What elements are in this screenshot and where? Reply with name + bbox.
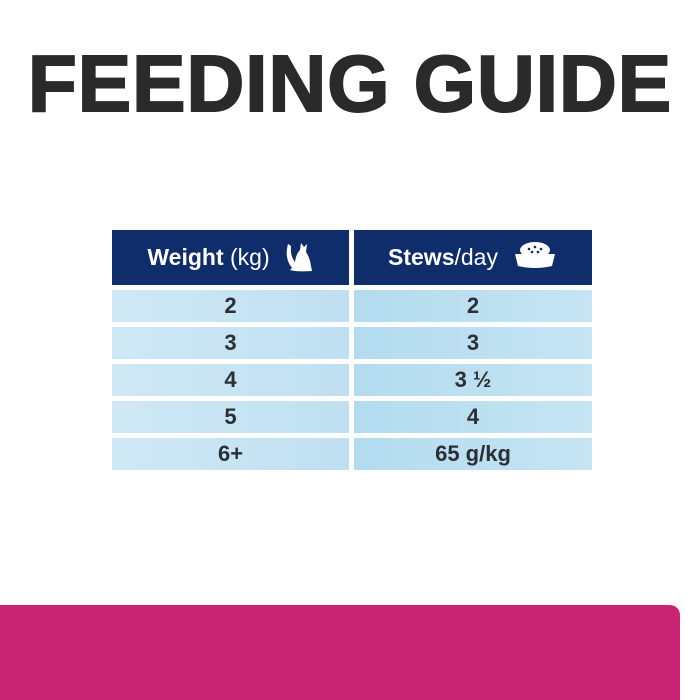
weight-cell: 3 <box>112 327 349 359</box>
weight-header-unit: (kg) <box>223 244 270 270</box>
stews-cell: 4 <box>354 401 592 433</box>
stews-header: Stews/day <box>354 230 592 285</box>
stews-cell: 2 <box>354 290 592 322</box>
weight-cell: 2 <box>112 290 349 322</box>
weight-header: Weight (kg) <box>112 230 349 285</box>
page-title: FEEDING GUIDE <box>27 38 673 129</box>
weight-header-label: Weight <box>147 244 224 270</box>
stews-header-unit: /day <box>454 244 498 270</box>
stews-cell: 3 <box>354 327 592 359</box>
accent-bar <box>0 605 680 700</box>
weight-cell: 5 <box>112 401 349 433</box>
stews-header-label: Stews <box>388 244 455 270</box>
weight-column: Weight (kg) 2 3 4 5 6+ <box>112 230 349 470</box>
stews-column: Stews/day 2 3 3 ½ 4 65 g/kg <box>354 230 592 470</box>
stews-cell: 3 ½ <box>354 364 592 396</box>
food-bowl-icon <box>512 240 558 276</box>
weight-cell: 4 <box>112 364 349 396</box>
cat-icon <box>284 238 314 278</box>
weight-cell: 6+ <box>112 438 349 470</box>
stews-cell: 65 g/kg <box>354 438 592 470</box>
